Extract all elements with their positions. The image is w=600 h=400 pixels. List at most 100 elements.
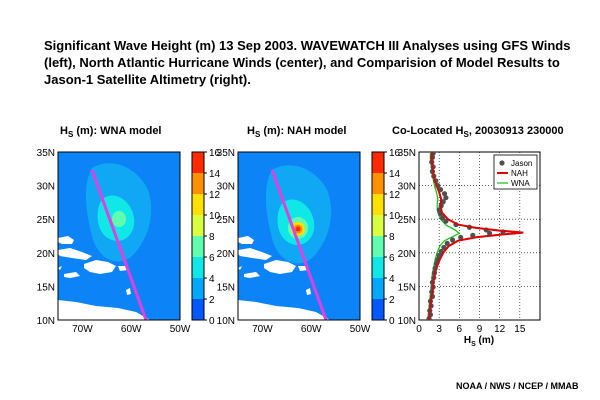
wna-colorbar-tick-label: 16 (209, 148, 221, 159)
nah-colorbar-segment (372, 152, 384, 173)
nah-colorbar-segment (372, 236, 384, 257)
wna-lat-tick-label: 20N (37, 249, 55, 260)
nah-frame (237, 151, 361, 321)
nah-colorbar-segment (372, 215, 384, 236)
nah-peak-zone (295, 226, 301, 232)
nah-colorbar-tick-label: 14 (389, 169, 401, 180)
wna-colorbar-segment (192, 194, 204, 215)
nah-colorbar: 16 14 12 10 8 6 4 2 0 (371, 148, 401, 327)
series-point-jason (439, 215, 446, 221)
wna-colorbar-tick-label: 8 (209, 232, 215, 243)
nah-map (237, 151, 361, 321)
nah-colorbar-tick-label: 16 (389, 148, 401, 159)
nah-lon-tick-label: 50W (350, 324, 371, 335)
legend-label-nah: NAH (511, 169, 528, 178)
nah-colorbar-tick-label: 0 (389, 316, 395, 327)
wna-colorbar: 16 14 12 10 8 6 4 2 0 (191, 148, 221, 327)
chart-x-tick-label: 6 (457, 324, 463, 335)
nah-colorbar-tick-label: 2 (389, 295, 395, 306)
wna-colorbar-tick-label: 4 (209, 274, 215, 285)
wna-panel-title: HS (m): WNA model (60, 125, 162, 139)
nah-lat-tick-label: 25N (217, 215, 235, 226)
figure-title: Significant Wave Height (m) 13 Sep 2003.… (44, 38, 571, 87)
nah-colorbar-segment (372, 173, 384, 194)
wna-lat-tick-label: 30N (37, 182, 55, 193)
chart-y-tick-label: 20N (398, 249, 416, 260)
legend-label-jason: Jason (511, 159, 532, 168)
series-line-nah-overlay (428, 152, 524, 320)
chart-x-tick-label: 3 (436, 324, 442, 335)
wna-colorbar-segment (192, 236, 204, 257)
nah-lon-tick-label: 60W (301, 324, 322, 335)
nah-colorbar-segment (372, 278, 384, 299)
wna-peak-zone (112, 211, 126, 227)
nah-colorbar-tick-label: 4 (389, 274, 395, 285)
nah-colorbar-segment (372, 257, 384, 278)
chart-x-tick-label: 0 (416, 324, 422, 335)
wna-colorbar-tick-label: 0 (209, 316, 215, 327)
nah-panel-title: HS (m): NAH model (247, 125, 346, 139)
series-point-jason (441, 244, 447, 251)
wna-lat-tick-label: 35N (37, 148, 55, 159)
colocated-panel-title: Co-Located HS, 20030913 230000 (392, 125, 564, 139)
series-point-jason (440, 199, 446, 205)
wna-colorbar-tick-label: 6 (209, 253, 215, 264)
chart-x-tick-label: 15 (514, 324, 526, 335)
wna-colorbar-segment (192, 278, 204, 299)
wna-colorbar-tick-label: 10 (209, 211, 221, 222)
wna-lat-tick-label: 10N (37, 316, 55, 327)
wna-lat-tick-label: 15N (37, 282, 55, 293)
credit-text: NOAA / NWS / NCEP / MMAB (456, 381, 579, 391)
series-point-jason (443, 218, 449, 224)
series-point-jason (444, 240, 450, 246)
chart-x-tick-label: 12 (494, 324, 506, 335)
wna-satellite-track (90, 169, 148, 320)
nah-lat-tick-label: 20N (217, 249, 235, 260)
nah-lat-tick-label: 30N (217, 182, 235, 193)
chart-y-tick-label: 25N (398, 215, 416, 226)
nah-colorbar-tick-label: 12 (389, 190, 401, 201)
chart-y-tick-label: 35N (398, 148, 416, 159)
wna-map (57, 151, 181, 321)
chart-y-tick-label: 10N (398, 316, 416, 327)
nah-satellite-track (270, 169, 328, 320)
legend-marker-jason (499, 160, 505, 166)
wna-lon-tick-label: 50W (170, 324, 191, 335)
series-point-jason (450, 237, 456, 243)
nah-lat-tick-label: 15N (217, 282, 235, 293)
nah-lat-tick-label: 35N (217, 148, 235, 159)
series-point-jason (470, 232, 476, 238)
chart-x-tick-label: 9 (477, 324, 483, 335)
wna-lon-tick-label: 60W (121, 324, 142, 335)
series-point-jason (486, 230, 493, 236)
series-point-jason (458, 234, 464, 240)
wna-colorbar-segment (192, 173, 204, 194)
nah-colorbar-tick-label: 10 (389, 211, 401, 222)
wna-colorbar-tick-label: 14 (209, 169, 221, 180)
chart-ticks: 0 3 6 9 12 15 35N 30N 25N 20N 15N 10N (398, 148, 526, 335)
nah-lat-tick-label: 10N (217, 316, 235, 327)
wna-colorbar-tick-label: 12 (209, 190, 221, 201)
chart-y-tick-label: 15N (398, 282, 416, 293)
nah-colorbar-tick-label: 8 (389, 232, 395, 243)
wna-colorbar-segment (192, 215, 204, 236)
chart-y-tick-label: 30N (398, 182, 416, 193)
wna-colorbar-segment (192, 299, 204, 320)
series-point-jason (441, 191, 448, 197)
wna-colorbar-segment (192, 257, 204, 278)
nah-colorbar-segment (372, 299, 384, 320)
wna-colorbar-segment (192, 152, 204, 173)
wna-colorbar-tick-label: 2 (209, 295, 215, 306)
wna-lon-tick-label: 70W (72, 324, 93, 335)
chart-x-axis-label: HS (m) (464, 335, 494, 348)
nah-lon-tick-label: 70W (252, 324, 273, 335)
wna-lat-tick-label: 25N (37, 215, 55, 226)
wna-land (58, 236, 150, 320)
nah-colorbar-segment (372, 194, 384, 215)
series-point-jason (443, 195, 449, 201)
chart-marks (426, 152, 524, 320)
